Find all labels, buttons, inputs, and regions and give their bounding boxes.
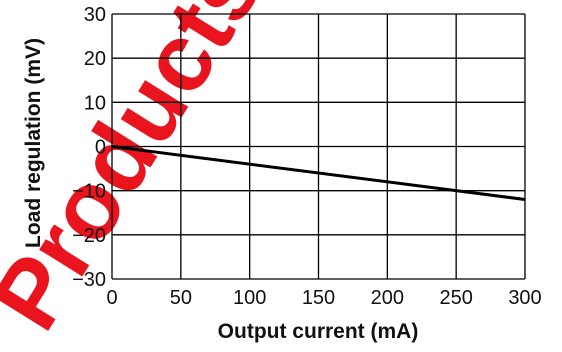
- x-tick-label: 200: [371, 287, 404, 309]
- y-tick-label: −20: [72, 225, 106, 247]
- series-layer: [111, 145, 526, 201]
- y-axis-title: Load regulation (mV): [22, 38, 45, 248]
- y-tick-label: −10: [72, 181, 106, 203]
- x-tick-label: 0: [106, 287, 117, 309]
- x-tick-label: 150: [302, 287, 335, 309]
- y-tick-labels: 30 20 10 0 −10 −20 −30: [72, 4, 106, 291]
- y-tick-label: 20: [84, 48, 106, 70]
- x-tick-labels: 0 50 100 150 200 250 300: [106, 287, 541, 309]
- x-tick-label: 100: [233, 287, 266, 309]
- x-tick-label: 300: [508, 287, 541, 309]
- x-tick-label: 250: [439, 287, 472, 309]
- x-tick-label: 50: [170, 287, 192, 309]
- y-tick-label: 0: [95, 137, 106, 159]
- x-axis-title: Output current (mA): [218, 320, 419, 343]
- y-tick-label: −30: [72, 269, 106, 291]
- load-regulation-line: [111, 145, 526, 201]
- y-tick-label: 30: [84, 4, 106, 26]
- y-tick-label: 10: [84, 92, 106, 114]
